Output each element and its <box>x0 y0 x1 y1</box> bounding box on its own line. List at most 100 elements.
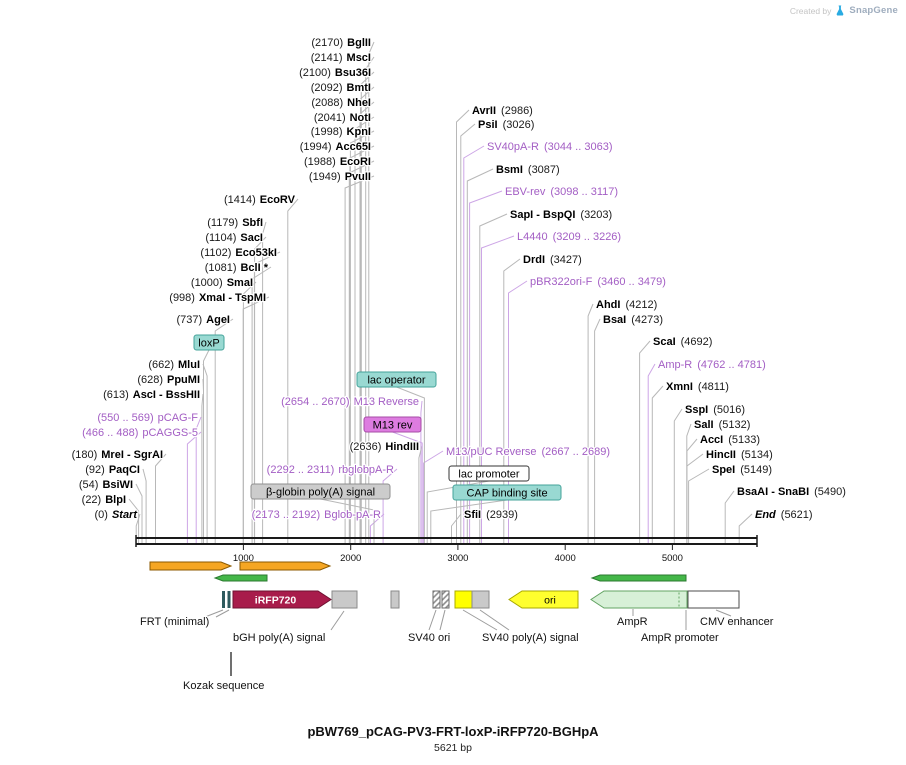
leader-line <box>201 393 204 544</box>
leader-line <box>195 416 202 544</box>
feature-label: FRT (minimal) <box>140 616 209 628</box>
ori-arrow <box>508 590 579 609</box>
enzyme-site-label: PsiI (3026) <box>478 119 534 131</box>
lac-operator-feature-label <box>356 371 437 388</box>
enzyme-site-label: AhdI (4212) <box>596 299 657 311</box>
leader-line <box>396 386 425 544</box>
leader-line <box>392 431 423 544</box>
enzyme-site-label: (1081) BclI * <box>205 262 269 274</box>
leader-line <box>320 498 375 544</box>
enzyme-site-label: DrdI (3427) <box>523 254 582 266</box>
leader-line <box>587 303 594 544</box>
enzyme-site-label: (54) BsiWI <box>79 479 133 491</box>
ruler-label: 3000 <box>447 553 468 564</box>
enzyme-site-label: (92) PaqCI <box>85 464 140 476</box>
snapgene-logo-icon <box>835 4 845 17</box>
frt-site-bar <box>227 591 231 608</box>
enzyme-site-label: (1104) SacI <box>205 232 263 244</box>
enzyme-site-label: (2088) NheI <box>311 97 371 109</box>
lac-promoter-feature-label <box>448 465 530 482</box>
feature-label: CMV enhancer <box>700 616 774 628</box>
enzyme-site-label: (1994) Acc65I <box>300 141 371 153</box>
feature-label: bGH poly(A) signal <box>233 632 325 644</box>
leader-line <box>251 266 272 544</box>
enzyme-site-label: (1179) SbfI <box>207 217 263 229</box>
leader-line <box>360 71 375 544</box>
watermark-brand-text: SnapGene <box>849 5 898 16</box>
leader-line <box>503 258 521 544</box>
enzyme-site-label: (180) MreI - SgrAI <box>72 449 163 461</box>
enzyme-site-label: SspI (5016) <box>685 404 745 416</box>
leader-line <box>344 175 375 544</box>
leader-line <box>420 400 423 544</box>
enzyme-site-label: End (5621) <box>755 509 813 521</box>
promoter-arrow-2 <box>239 561 332 571</box>
leader-line <box>253 251 281 544</box>
loxp-feature-label-text: loxP <box>198 338 219 350</box>
feature-connector-line <box>439 609 446 631</box>
ori-arrow-label: ori <box>544 595 556 607</box>
sv40-polya-box <box>454 590 473 609</box>
beta-globin-polya-feature-label <box>250 483 391 500</box>
enzyme-site-label: AvrII (2986) <box>472 105 533 117</box>
leader-line <box>738 513 753 544</box>
primer-label: L4440 (3209 .. 3226) <box>517 231 621 243</box>
leader-line <box>508 280 528 544</box>
enzyme-site-label: SalI (5132) <box>694 419 750 431</box>
leader-line <box>469 190 503 544</box>
title-block: pBW769_pCAG-PV3-FRT-loxP-iRFP720-BGHpA 5… <box>0 724 906 754</box>
leader-line <box>479 213 508 544</box>
watermark-created-by-text: Created by <box>789 5 832 16</box>
enzyme-site-label: (1000) SmaI <box>191 277 253 289</box>
leader-line <box>214 318 234 544</box>
leader-line <box>639 340 651 544</box>
enzyme-site-label: XmnI (4811) <box>666 381 729 393</box>
ruler-label: 2000 <box>340 553 361 564</box>
orf-arrow-left <box>213 574 268 582</box>
enzyme-site-label: SpeI (5149) <box>712 464 772 476</box>
leader-line <box>481 235 515 544</box>
enzyme-site-label: SapI - BspQI (3203) <box>510 209 612 221</box>
feature-connector-line <box>215 609 230 618</box>
leader-line <box>673 408 683 544</box>
leader-line <box>688 468 710 544</box>
orf-arrow-right <box>590 574 687 582</box>
leader-line <box>203 349 210 544</box>
irfp720-cds-arrow <box>232 590 332 609</box>
enzyme-site-label: (998) XmaI - TspMI <box>169 292 266 304</box>
enzyme-site-label: (2041) NotI <box>314 112 371 124</box>
enzyme-site-label: BsaAI - SnaBI (5490) <box>737 486 846 498</box>
leader-line <box>287 198 299 544</box>
loxp-feature-label <box>193 334 225 351</box>
enzyme-site-label: (1988) EcoRI <box>304 156 371 168</box>
leader-line <box>202 363 208 544</box>
enzyme-site-label: (22) BlpI <box>82 494 126 506</box>
primer-label: Amp-R (4762 .. 4781) <box>658 359 766 371</box>
ampr-arrow <box>590 590 688 609</box>
feature-label: Kozak sequence <box>183 680 264 692</box>
bgh-polya-box <box>331 590 358 609</box>
leader-line <box>466 168 494 544</box>
m13-rev-feature-label-text: M13 rev <box>373 420 413 432</box>
primer-label: (550 .. 569) pCAG-F <box>97 412 198 424</box>
leader-line <box>128 498 140 544</box>
enzyme-site-label: HincII (5134) <box>706 449 773 461</box>
plasmid-title: pBW769_pCAG-PV3-FRT-loxP-iRFP720-BGHpA <box>307 724 599 739</box>
irfp720-cds-arrow-label: iRFP720 <box>255 595 297 607</box>
small-feature-box <box>390 590 400 609</box>
leader-line <box>135 483 143 544</box>
leader-line <box>242 296 270 544</box>
leader-line <box>724 490 735 544</box>
beta-globin-polya-feature-label-text: β-globin poly(A) signal <box>266 487 375 499</box>
enzyme-site-label: (2170) BglII <box>311 37 371 49</box>
leader-line <box>418 445 423 544</box>
enzyme-site-label: (1949) PvuII <box>309 171 371 183</box>
primer-label: (2173 .. 2192) Bglob-pA-R <box>252 509 381 521</box>
enzyme-site-label: (628) PpuMI <box>137 374 200 386</box>
enzyme-site-label: ScaI (4692) <box>653 336 712 348</box>
feature-connector-line <box>715 609 732 617</box>
feature-connector-line <box>330 610 345 631</box>
leader-line <box>348 160 375 544</box>
